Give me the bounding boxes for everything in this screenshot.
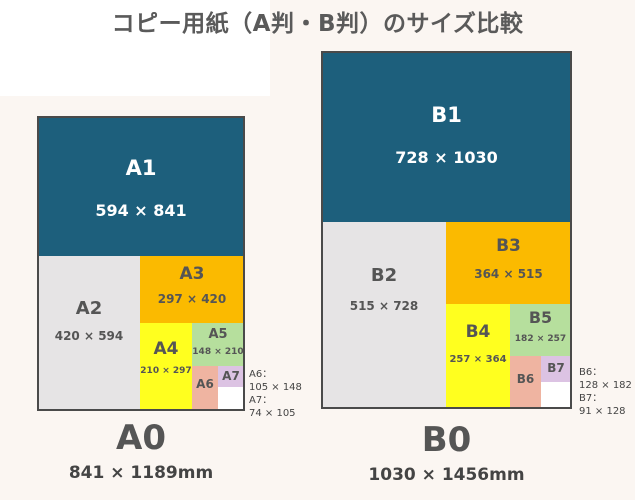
note-a6-dims: 105 × 148 [249,382,302,393]
sheet-a4-name: A4 [153,339,179,359]
sheet-b5-name: B5 [528,308,553,327]
sheet-b1-name: B1 [431,103,462,127]
sheet-a5-name: A5 [208,327,228,342]
sheet-b4-name: B4 [465,322,491,342]
sheet-a2-name: A2 [75,298,103,319]
sheet-a3-name: A3 [179,264,205,284]
sheet-a5-dims: 148 × 210 [192,347,244,357]
sheet-a6: A6 [192,366,218,410]
sheet-a4: A4 210 × 297 [140,323,192,410]
sheet-b5: B5 182 × 257 [510,304,571,356]
sheet-b3-name: B3 [496,236,521,256]
sheet-a1: A1 594 × 841 [38,117,244,256]
sheet-b4-dims: 257 × 364 [449,354,507,365]
sheet-a0-dims: 841 × 1189mm [68,463,214,483]
note-b7-dims: 91 × 128 [579,406,626,417]
sheet-a1-dims: 594 × 841 [95,201,187,220]
note-b6-label: B6： [579,367,603,378]
sheet-a3-dims: 297 × 420 [157,292,227,306]
sheet-b0-dims: 1030 × 1456mm [368,465,525,485]
note-b6-dims: 128 × 182 [579,380,632,391]
sheet-b1: B1 728 × 1030 [322,52,571,222]
sheet-b6-name: B6 [516,372,535,386]
sheet-a-remainder [218,387,244,410]
sheet-b-remainder [541,382,571,408]
sheet-a7: A7 [218,366,244,387]
sheet-a0-name: A0 [116,418,166,458]
sheet-b5-dims: 182 × 257 [514,334,567,344]
sheet-a1-name: A1 [125,156,157,180]
sheet-a4-dims: 210 × 297 [140,366,192,376]
sheet-a5: A5 148 × 210 [192,323,244,366]
sheet-a7-name: A7 [222,369,240,383]
sheet-b2: B2 515 × 728 [322,222,446,408]
page-title: コピー用紙（A判・B判）のサイズ比較 [111,11,524,37]
note-a7-dims: 74 × 105 [249,408,296,419]
sheet-b7-name: B7 [547,361,565,375]
sheet-b7: B7 [541,356,571,382]
note-a6-a7: A6： 105 × 148 A7： 74 × 105 [249,368,302,420]
sheet-b3-dims: 364 × 515 [474,267,543,281]
sheet-a2: A2 420 × 594 [38,256,140,410]
sheet-b2-name: B2 [370,265,398,286]
sheet-a2-dims: 420 × 594 [54,329,124,343]
note-a7-label: A7： [249,395,273,406]
sheet-b6: B6 [510,356,541,408]
sheet-b4: B4 257 × 364 [446,304,510,408]
sheet-b1-dims: 728 × 1030 [395,148,498,167]
note-a6-label: A6： [249,369,273,380]
sheet-a6-name: A6 [196,377,214,391]
sheet-b2-dims: 515 × 728 [349,299,419,313]
title-background [0,0,270,96]
note-b6-b7: B6： 128 × 182 B7： 91 × 128 [579,366,632,418]
sheet-b0-name: B0 [421,420,472,460]
note-b7-label: B7： [579,393,603,404]
sheet-b3: B3 364 × 515 [446,222,571,304]
sheet-a3: A3 297 × 420 [140,256,244,323]
